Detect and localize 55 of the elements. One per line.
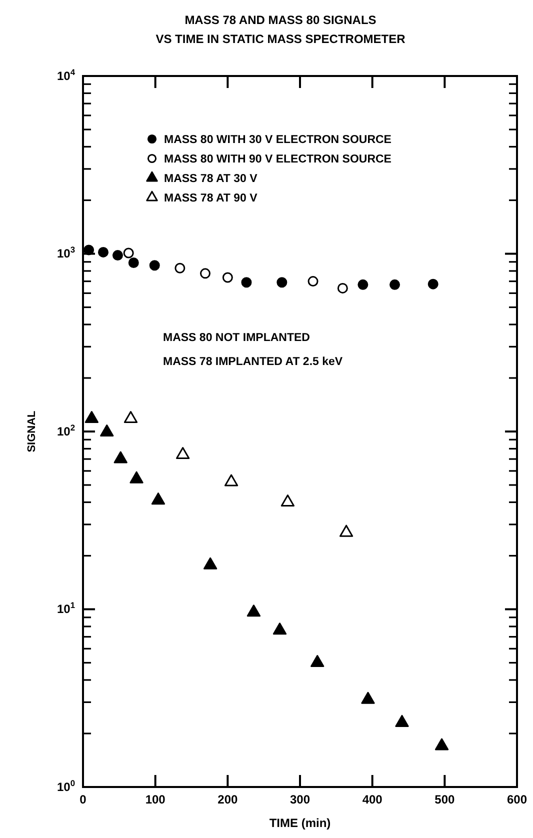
x-tick-label: 300 <box>290 792 310 807</box>
point <box>100 424 114 437</box>
point <box>241 277 252 288</box>
point <box>123 248 134 258</box>
point <box>128 258 139 268</box>
point <box>434 738 449 750</box>
x-tick-label: 100 <box>145 792 166 807</box>
point <box>246 604 261 617</box>
y-axis-title: SIGNAL <box>26 410 38 452</box>
chart-title: MASS 78 AND MASS 80 SIGNALS <box>184 13 376 27</box>
x-axis-title: TIME (min) <box>269 816 331 830</box>
point <box>337 282 348 294</box>
x-tick-label: 600 <box>506 792 528 807</box>
point <box>224 474 238 486</box>
point <box>203 557 218 570</box>
y-tick-label: 10$^{4}$ <box>56 66 76 83</box>
x-tick-label: 200 <box>218 792 238 807</box>
point <box>200 268 210 279</box>
point <box>124 410 138 423</box>
legend-label: MASS 78 AT 90 V <box>164 192 258 204</box>
y-tick-label: 10$^{2}$ <box>56 422 76 438</box>
point <box>395 714 409 727</box>
point <box>361 692 375 704</box>
y-tick-label: 10$^{1}$ <box>56 600 76 616</box>
point <box>222 272 233 283</box>
point <box>84 244 94 256</box>
legend-label: MASS 80 WITH 30 V ELECTRON SOURCE <box>164 134 392 146</box>
chart-subtitle: VS TIME IN STATIC MASS SPECTROMETER <box>156 32 406 46</box>
x-tick-label: 500 <box>434 792 455 807</box>
point <box>84 410 98 423</box>
point <box>390 279 400 290</box>
point <box>272 622 287 635</box>
point <box>280 494 295 506</box>
point <box>98 246 109 258</box>
y-tick-label: 10$^{3}$ <box>56 244 76 261</box>
point <box>151 492 166 505</box>
point <box>276 277 288 288</box>
point <box>339 524 354 537</box>
point <box>149 260 160 271</box>
y-tick-label: 10$^{0}$ <box>56 778 76 794</box>
point <box>310 655 324 668</box>
point <box>112 250 123 261</box>
point <box>174 262 186 274</box>
point <box>358 279 368 290</box>
point <box>176 446 190 459</box>
annotation: MASS 80 NOT IMPLANTED <box>163 332 310 344</box>
x-tick-label: 400 <box>362 792 383 807</box>
point <box>114 451 128 464</box>
point <box>130 471 144 484</box>
legend-label: MASS 78 AT 30 V <box>164 173 258 185</box>
x-tick-label: 0 <box>80 792 87 807</box>
annotation: MASS 78 IMPLANTED AT 2.5 keV <box>163 356 343 368</box>
point <box>428 278 438 290</box>
point <box>308 276 318 287</box>
legend-label: MASS 80 WITH 90 V ELECTRON SOURCE <box>164 154 392 166</box>
